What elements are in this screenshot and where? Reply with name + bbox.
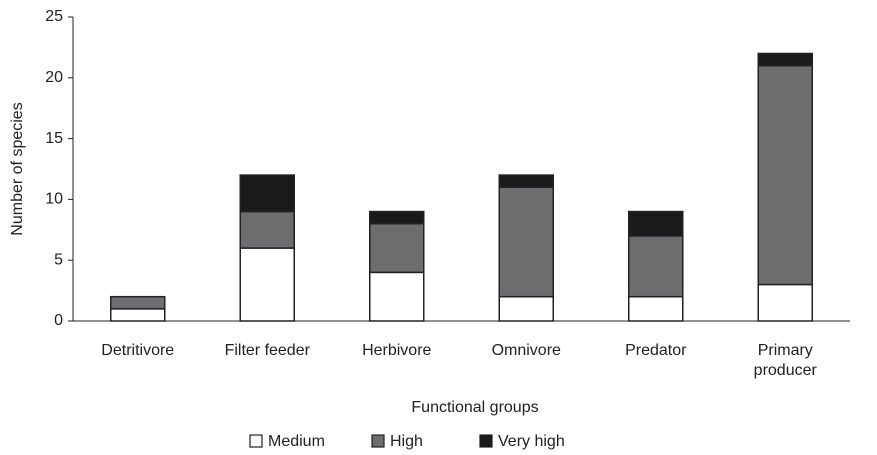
legend-label: High (390, 433, 423, 450)
bar-segment (498, 174, 554, 188)
bar-segment (757, 52, 813, 67)
y-tick-label: 25 (45, 8, 63, 25)
x-tick-label: Omnivore (491, 342, 561, 359)
y-tick-label: 15 (45, 130, 63, 147)
bar-segment (239, 210, 295, 249)
bar-segment (369, 210, 425, 225)
legend-label: Very high (498, 433, 565, 450)
bar-segment (498, 295, 554, 322)
bar-segment (110, 295, 166, 310)
bar-segment (239, 174, 295, 213)
legend-label: Medium (268, 433, 325, 450)
bar-segment (628, 295, 684, 322)
y-axis-title: Number of species (9, 102, 26, 235)
y-tick-label: 0 (54, 312, 63, 329)
bar-segment (110, 308, 166, 322)
bar-segment (757, 64, 813, 286)
x-tick-label: Detritivore (101, 342, 175, 359)
legend-swatch (479, 434, 493, 448)
bar-segment (369, 271, 425, 322)
y-tick-label: 10 (45, 191, 63, 208)
x-axis-title: Functional groups (411, 399, 538, 416)
legend-swatch (371, 434, 385, 448)
bar-segment (628, 235, 684, 298)
bar-segment (369, 222, 425, 274)
y-tick-label: 20 (45, 69, 63, 86)
bar-segment (498, 186, 554, 298)
legend-swatch (249, 434, 263, 448)
y-tick-label: 5 (54, 251, 63, 268)
bar-segment (757, 283, 813, 322)
bar-segment (628, 210, 684, 237)
x-tick-label: Herbivore (362, 342, 432, 359)
x-tick-label: Primary producer (753, 342, 817, 379)
x-tick-label: Filter feeder (224, 342, 310, 359)
bar-segment (239, 247, 295, 322)
x-tick-label: Predator (625, 342, 687, 359)
